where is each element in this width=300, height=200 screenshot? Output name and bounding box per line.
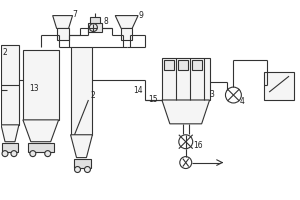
Bar xyxy=(264,72,294,100)
Bar xyxy=(90,17,100,23)
Circle shape xyxy=(45,151,51,157)
Text: 16: 16 xyxy=(194,141,203,150)
Bar xyxy=(178,60,188,70)
Text: 7: 7 xyxy=(73,10,77,19)
Circle shape xyxy=(30,151,36,157)
Text: 9: 9 xyxy=(138,11,143,20)
Bar xyxy=(1,45,19,125)
Bar xyxy=(162,58,210,100)
Bar xyxy=(74,159,92,168)
Bar xyxy=(164,60,174,70)
Text: 3: 3 xyxy=(210,90,214,99)
Bar xyxy=(23,50,58,120)
Bar xyxy=(28,143,54,152)
Polygon shape xyxy=(70,135,92,158)
Circle shape xyxy=(11,151,17,157)
Polygon shape xyxy=(23,120,58,142)
Text: 13: 13 xyxy=(29,84,38,93)
Bar xyxy=(70,47,92,135)
Polygon shape xyxy=(53,16,73,28)
Text: 8: 8 xyxy=(103,17,108,26)
Text: 14: 14 xyxy=(133,86,143,95)
Polygon shape xyxy=(162,100,210,124)
Bar xyxy=(88,23,102,32)
Circle shape xyxy=(74,167,80,172)
Text: 2: 2 xyxy=(90,91,95,100)
Circle shape xyxy=(2,151,8,157)
Bar xyxy=(192,60,202,70)
Bar xyxy=(121,28,132,40)
Text: 2: 2 xyxy=(2,48,7,57)
Polygon shape xyxy=(1,125,19,142)
Text: 15: 15 xyxy=(148,95,158,104)
Bar xyxy=(57,28,69,40)
Text: 4: 4 xyxy=(239,97,244,106)
Polygon shape xyxy=(115,16,138,28)
Bar xyxy=(2,143,18,152)
Circle shape xyxy=(85,167,90,172)
